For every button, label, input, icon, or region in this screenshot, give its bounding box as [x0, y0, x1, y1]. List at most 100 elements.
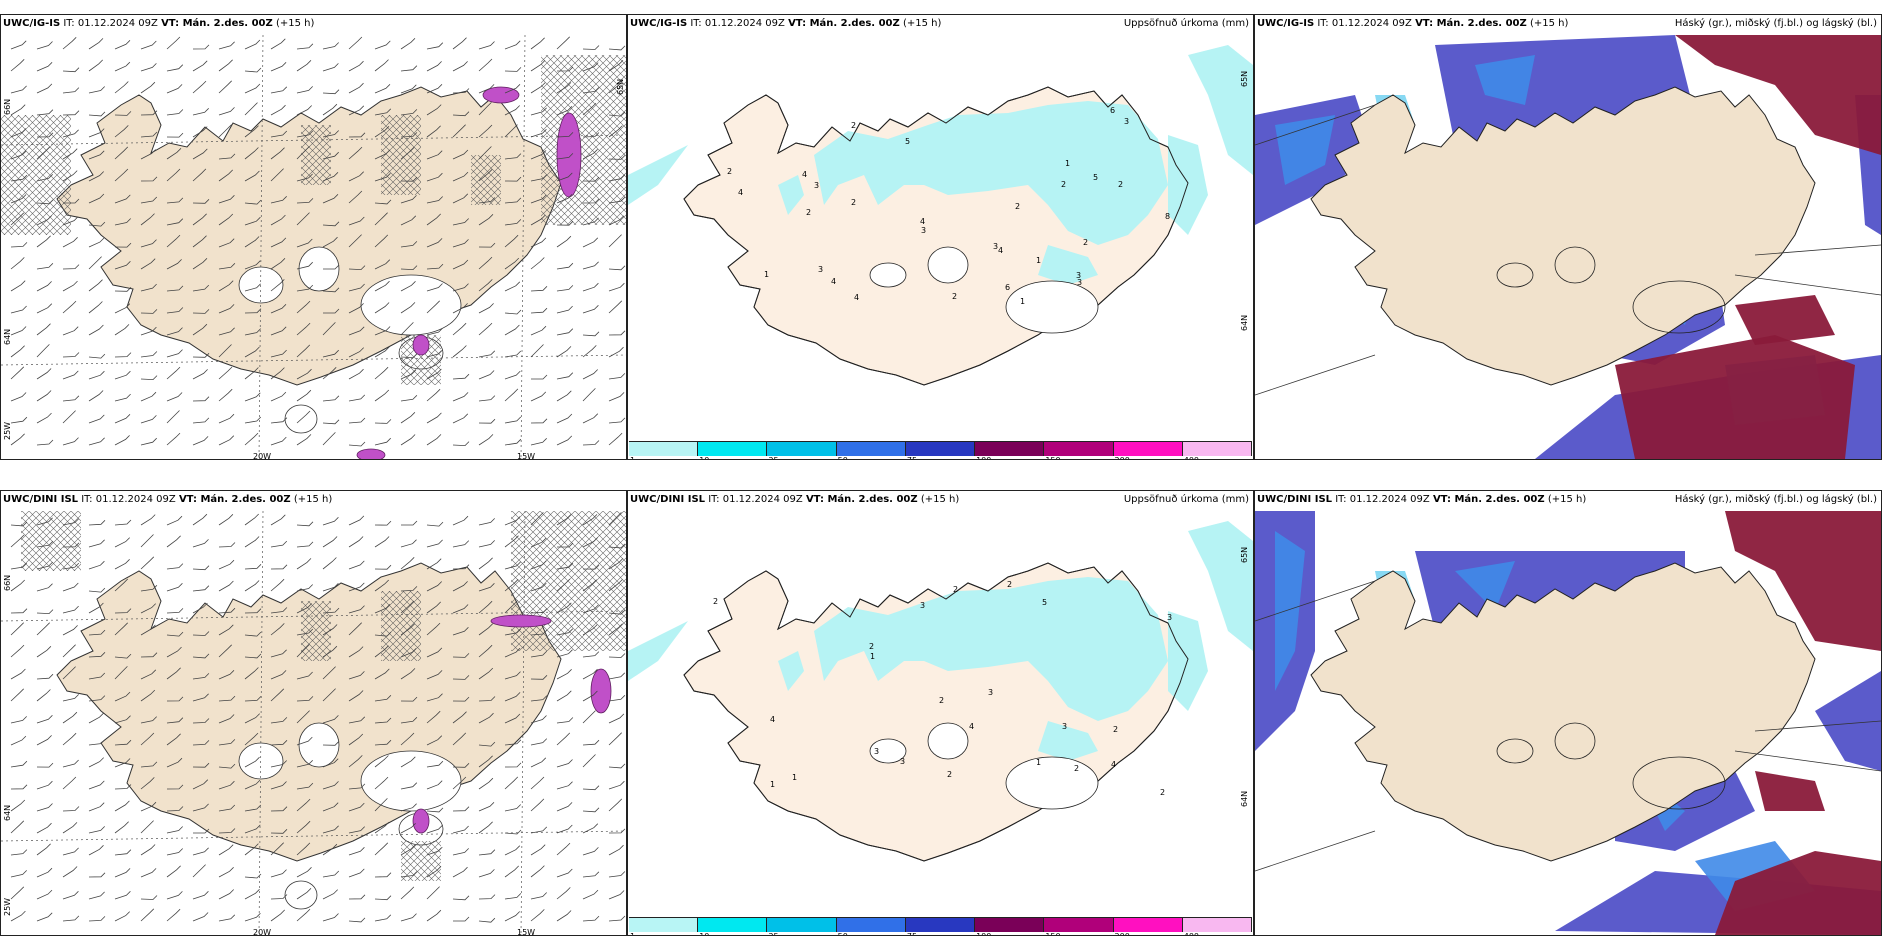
wind-map [1, 511, 626, 935]
iceland-coast [683, 86, 1189, 386]
wind-barb [478, 755, 493, 768]
wind-barb [426, 780, 443, 790]
wind-barb [140, 624, 156, 636]
wind-barb [478, 667, 494, 680]
wind-barb [270, 578, 285, 592]
wind-barb [114, 324, 130, 336]
wind-barb [582, 45, 600, 50]
wind-barb [270, 417, 288, 424]
wind-barb [36, 41, 53, 50]
wind-barb [244, 392, 261, 402]
wind-barb [270, 649, 287, 658]
wind-barb [166, 432, 181, 446]
wind-barb [296, 521, 314, 527]
wind-barb [582, 198, 600, 204]
wind-barb [10, 886, 25, 900]
wind-barb [192, 565, 210, 571]
wind-barb [62, 410, 76, 424]
wind-barb [36, 62, 53, 72]
wind-barb [348, 868, 365, 878]
wind-maximum [412, 808, 430, 834]
wind-barb [244, 260, 261, 270]
wind-barb [88, 916, 106, 922]
wind-barb [166, 64, 184, 72]
wind-barb [36, 281, 52, 292]
wind-barb [114, 911, 130, 922]
wind-barb [296, 584, 313, 592]
wind-barb [374, 366, 389, 380]
wind-barb [296, 198, 314, 204]
wind-barb [374, 668, 390, 680]
wind-maximum [356, 448, 386, 459]
precip-value-label: 2 [947, 770, 952, 779]
latitude-line [1, 134, 626, 146]
wind-barb [556, 759, 573, 768]
precip-colorbar: 1 10 25 50 75 100 150 200 400 [629, 917, 1252, 935]
wind-barb [504, 234, 519, 248]
wind-barb [374, 302, 390, 314]
wind-barb [426, 909, 442, 922]
wind-barb [582, 149, 598, 160]
wind-barb [322, 607, 340, 614]
wind-barb [88, 520, 106, 526]
wind-barb [10, 85, 27, 94]
lon-label-20w: 20W [253, 452, 272, 460]
panel-title-right: Háský (gr.), miðský (fj.bl.) og lágský (… [1674, 18, 1877, 29]
wind-barb [270, 806, 288, 812]
wind-barb [218, 435, 235, 446]
wind-barb [426, 42, 444, 50]
wind-barb [426, 283, 443, 292]
wind-barb [270, 196, 287, 204]
wind-barb [244, 804, 262, 812]
precip-value-label: 3 [874, 747, 879, 756]
wind-barb [62, 280, 78, 292]
wind-barb [114, 519, 132, 526]
wind-barb [10, 212, 25, 226]
wind-barb [478, 583, 495, 592]
wind-barb [530, 325, 547, 336]
wind-barb [530, 844, 546, 856]
wind-barb [62, 694, 79, 702]
wind-barb [478, 557, 493, 570]
wind-barb [10, 40, 27, 50]
wind-barb [504, 600, 518, 614]
precip-value-label: 5 [1042, 598, 1047, 607]
wind-barb [218, 327, 235, 336]
glacier [298, 246, 340, 292]
wind-barb [426, 300, 440, 314]
wind-barb [530, 194, 547, 204]
wind-barb [88, 128, 105, 138]
wind-barb [192, 309, 210, 314]
wind-barb [10, 59, 25, 72]
wind-barb [270, 909, 285, 922]
wind-barb [582, 785, 600, 791]
wind-barb [426, 601, 441, 614]
wind-barb [582, 668, 598, 680]
wind-barb [530, 826, 548, 834]
panel-cloud-dini: UWC/DINI ISL IT: 01.12.2024 09Z VT: Mán.… [1254, 490, 1882, 936]
wind-barb [166, 891, 183, 900]
wind-barb [10, 521, 28, 527]
wind-barb [530, 344, 544, 358]
wind-barb [582, 261, 599, 270]
precip-area [814, 577, 1168, 721]
wind-barb [36, 235, 51, 248]
wind-barb [270, 436, 287, 446]
wind-barb [192, 235, 207, 248]
wind-barb [62, 300, 77, 314]
wind-barb [296, 842, 311, 856]
wind-barb [348, 190, 363, 204]
wind-barb [88, 353, 106, 359]
wind-barb [478, 350, 496, 358]
wind-barb [556, 106, 573, 116]
wind-barb [192, 585, 210, 592]
wind-barb [296, 86, 313, 94]
wind-barb [244, 328, 261, 336]
wind-barb [374, 798, 388, 812]
wind-barb [140, 239, 157, 248]
wind-barb [166, 826, 183, 834]
precip-value-label: 3 [1124, 117, 1129, 126]
colorbar-swatch: 200 [1113, 442, 1183, 459]
wind-barb [531, 374, 548, 380]
wind-barb [192, 436, 209, 446]
